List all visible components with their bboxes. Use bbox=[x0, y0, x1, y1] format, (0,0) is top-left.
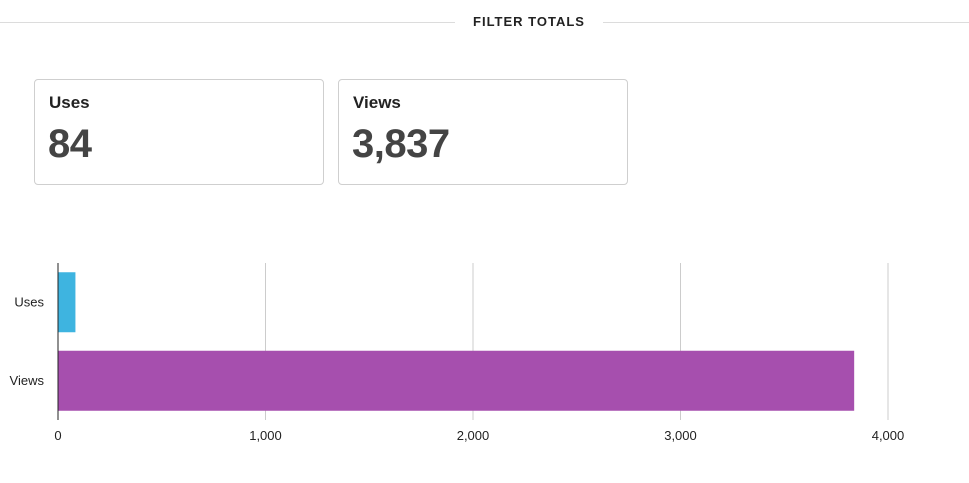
header-rule-right bbox=[603, 22, 969, 23]
section-title: FILTER TOTALS bbox=[473, 14, 585, 29]
uses-stat-card: Uses 84 bbox=[34, 79, 324, 185]
views-stat-card: Views 3,837 bbox=[338, 79, 628, 185]
bar-views bbox=[58, 350, 855, 411]
bar-uses bbox=[58, 272, 76, 333]
totals-bar-chart: Uses Views 0 1,000 2,000 3,000 4,000 bbox=[10, 263, 905, 443]
section-header: FILTER TOTALS bbox=[0, 0, 969, 46]
header-rule-left bbox=[0, 22, 455, 23]
x-tick-label-4: 4,000 bbox=[872, 428, 905, 443]
views-card-value: 3,837 bbox=[352, 122, 450, 166]
category-label-views: Views bbox=[10, 373, 45, 388]
category-label-uses: Uses bbox=[14, 294, 44, 309]
x-tick-label-2: 2,000 bbox=[457, 428, 490, 443]
x-tick-label-1: 1,000 bbox=[249, 428, 282, 443]
x-tick-label-3: 3,000 bbox=[664, 428, 697, 443]
uses-card-value: 84 bbox=[48, 122, 92, 166]
x-tick-label-0: 0 bbox=[54, 428, 61, 443]
views-card-label: Views bbox=[353, 93, 401, 112]
uses-card-label: Uses bbox=[49, 93, 90, 112]
